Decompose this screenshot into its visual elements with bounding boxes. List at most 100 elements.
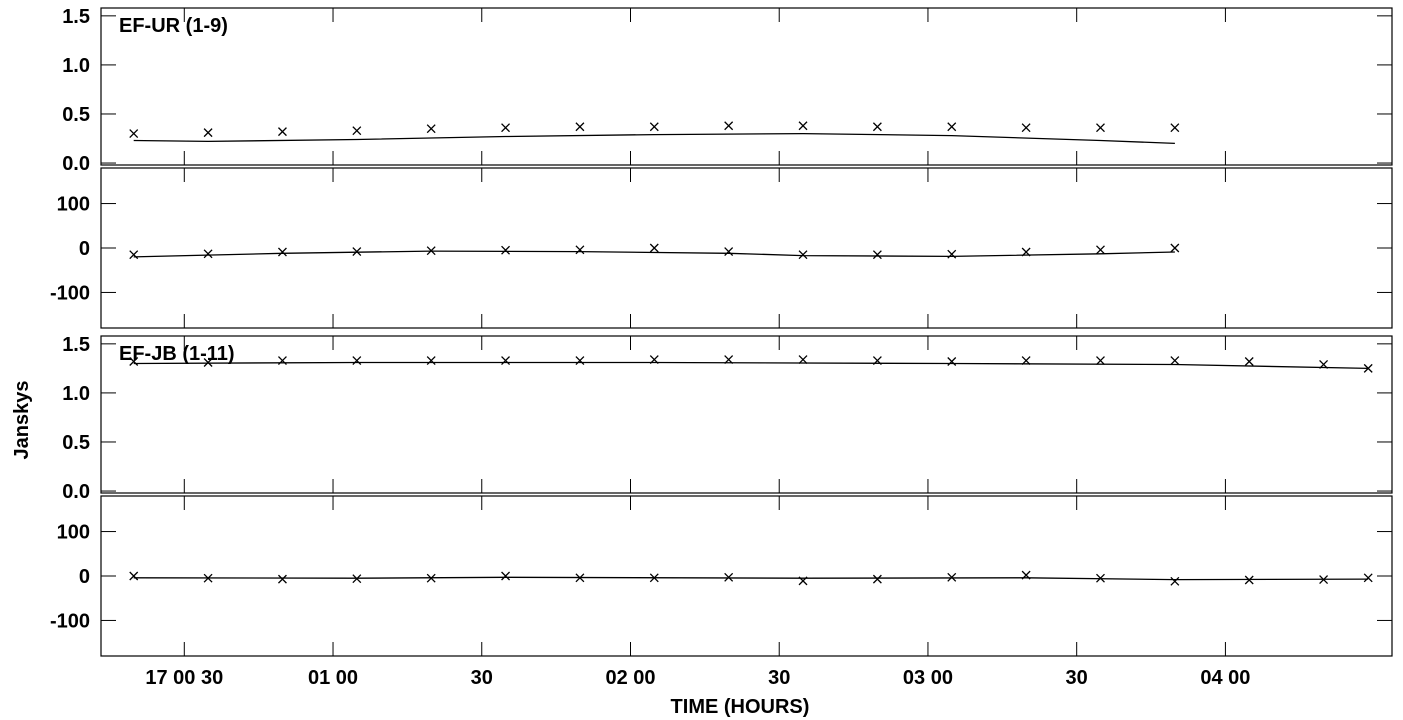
panel-frame [100, 167, 1393, 329]
data-point [1096, 245, 1105, 255]
x-tick-label: 04 00 [1200, 667, 1250, 689]
data-point [426, 356, 436, 365]
data-point [129, 129, 139, 139]
data-point [724, 355, 734, 365]
y-tick-label: 0.0 [62, 481, 90, 503]
data-point [872, 122, 882, 132]
data-point [1021, 123, 1031, 133]
y-tick-label: 1.0 [62, 55, 90, 77]
data-point [1244, 357, 1254, 366]
data-point [277, 574, 287, 584]
data-point [575, 245, 585, 255]
data-point [724, 572, 734, 582]
data-point [947, 122, 957, 132]
model-line [133, 132, 1175, 145]
data-point [203, 358, 213, 367]
data-point [277, 356, 287, 365]
y-tick-label: 100 [57, 522, 90, 544]
baseline-label: EF-JB (1-11) [119, 343, 235, 365]
data-point [872, 356, 882, 365]
data-point [203, 249, 213, 259]
panels: 0.0 0.5 1.0 1.5 EF-UR (1-9) -100 0 100 0.0 0.5 1.0… [50, 6, 1393, 689]
x-tick-label: 30 [768, 667, 790, 689]
data-point [129, 571, 139, 581]
data-point [1363, 363, 1373, 373]
data-point [501, 356, 511, 365]
data-point [129, 357, 139, 366]
model-line [133, 361, 1369, 370]
y-tick-label: 0.5 [62, 104, 90, 126]
x-tick-label: 17 00 30 [145, 667, 223, 689]
data-point [1021, 570, 1031, 580]
data-point [649, 243, 659, 253]
data-point [798, 121, 808, 131]
data-point [649, 573, 659, 583]
x-tick-label: 01 00 [308, 667, 358, 689]
y-tick-label: 0.5 [62, 432, 90, 454]
data-point [501, 245, 511, 255]
data-point [947, 249, 957, 259]
panel-1-amplitude: 0.0 0.5 1.0 1.5 EF-UR (1-9) [62, 6, 1393, 175]
model-line [133, 250, 1175, 258]
x-tick-label: 03 00 [903, 667, 953, 689]
data-point [203, 573, 213, 583]
data-point [1170, 576, 1180, 586]
panel-frame [100, 7, 1393, 166]
panel-frame [100, 495, 1393, 657]
y-tick-label: -100 [50, 610, 90, 632]
data-point [277, 247, 287, 257]
data-point [798, 250, 808, 260]
data-point [575, 122, 585, 132]
x-axis-label: TIME (HOURS) [671, 696, 810, 718]
y-tick-label: 0 [79, 566, 90, 588]
data-point [1096, 123, 1105, 133]
data-point [798, 355, 808, 365]
data-point [352, 247, 362, 257]
data-point [203, 128, 213, 138]
data-point [798, 576, 808, 586]
y-tick-label: 0.0 [62, 153, 90, 175]
data-point [575, 356, 585, 365]
data-point [277, 127, 287, 137]
data-point [1170, 356, 1180, 365]
y-tick-label: -100 [50, 282, 90, 304]
data-point [1170, 123, 1180, 133]
x-tick-label: 30 [1066, 667, 1088, 689]
data-point [724, 247, 734, 257]
x-tick-labels: 17 00 30 01 00 30 02 00 30 03 00 30 04 00 [145, 667, 1250, 689]
data-point [1319, 359, 1329, 369]
data-point [352, 356, 362, 365]
y-tick-label: 1.5 [62, 334, 90, 356]
data-point [1096, 356, 1105, 365]
model-line [133, 576, 1369, 581]
data-point [872, 250, 882, 260]
x-tick-label: 30 [471, 667, 493, 689]
panel-frame [100, 335, 1393, 494]
y-tick-label: 1.0 [62, 383, 90, 405]
data-point [1096, 573, 1105, 583]
data-point [1021, 247, 1031, 257]
panel-2-phase: -100 0 100 [50, 167, 1393, 329]
y-tick-label: 0 [79, 238, 90, 260]
data-point [1363, 573, 1373, 583]
data-point [426, 246, 436, 256]
data-point [426, 124, 436, 134]
data-point [1244, 575, 1254, 585]
data-point [129, 250, 139, 260]
y-tick-label: 1.5 [62, 6, 90, 28]
baseline-label: EF-UR (1-9) [119, 15, 228, 37]
data-point [649, 355, 659, 365]
y-axis-label: Janskys [11, 381, 33, 460]
data-point [1170, 243, 1180, 253]
data-point [1319, 575, 1329, 585]
data-point [947, 572, 957, 582]
data-point [426, 573, 436, 583]
data-point [352, 574, 362, 584]
data-point [1021, 356, 1031, 365]
data-point [352, 126, 362, 136]
data-point [724, 121, 734, 131]
data-point [872, 574, 882, 584]
data-point [649, 122, 659, 132]
panel-4-phase: -100 0 100 [50, 495, 1393, 657]
